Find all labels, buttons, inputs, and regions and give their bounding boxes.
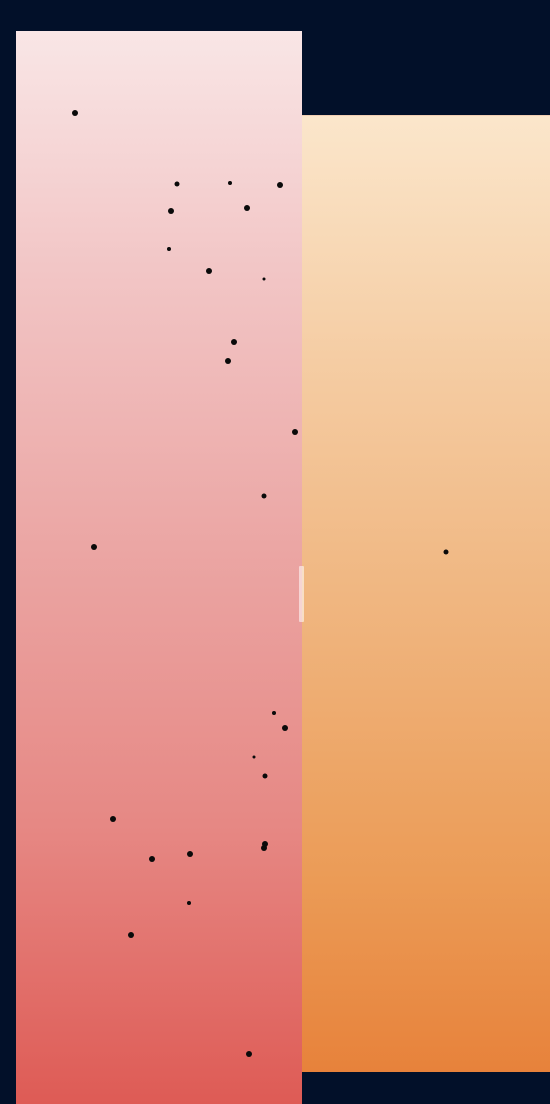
dot: [443, 549, 449, 555]
dot: [168, 208, 174, 214]
dot: [262, 277, 266, 281]
right-gradient-panel: [302, 115, 550, 1072]
dot: [261, 493, 267, 499]
dot: [110, 816, 116, 822]
dot: [72, 110, 78, 116]
dot: [282, 725, 288, 731]
dot: [261, 845, 267, 851]
dot: [292, 429, 298, 435]
dot: [231, 339, 237, 345]
dot: [167, 247, 171, 251]
dot: [149, 856, 155, 862]
dot: [262, 773, 268, 779]
dot: [206, 268, 212, 274]
dot: [187, 901, 191, 905]
dot: [187, 851, 193, 857]
left-gradient-panel: [16, 31, 302, 1104]
panel-resize-handle[interactable]: [299, 566, 304, 622]
dot: [277, 182, 283, 188]
dot: [252, 755, 256, 759]
dot: [91, 544, 97, 550]
dot: [228, 181, 232, 185]
dot: [225, 358, 231, 364]
dot: [174, 181, 180, 187]
dot: [244, 205, 250, 211]
dot: [272, 711, 276, 715]
dot: [262, 841, 268, 847]
dot: [246, 1051, 252, 1057]
dot: [128, 932, 134, 938]
